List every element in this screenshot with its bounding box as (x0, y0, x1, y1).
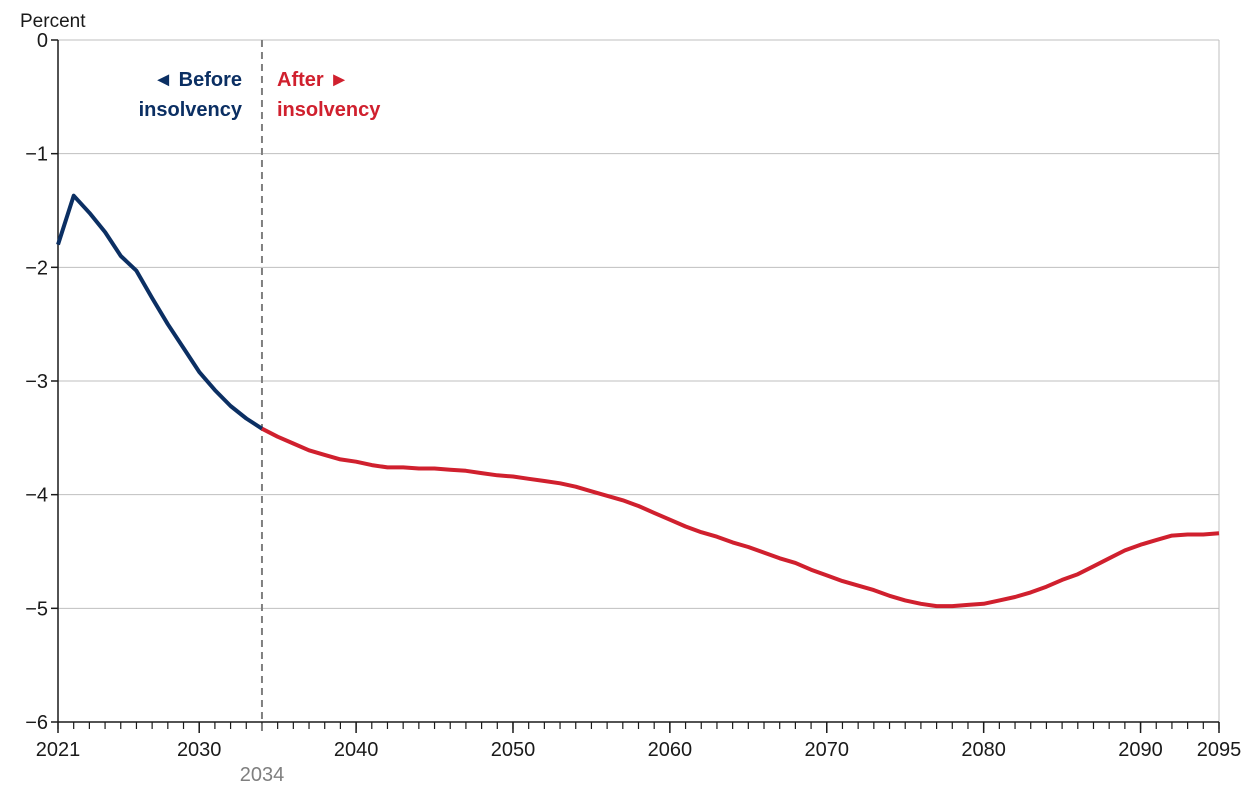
y-tick-label: −6 (25, 712, 48, 734)
x-tick-label: 2040 (334, 739, 379, 761)
series-line-before (56, 193, 264, 431)
x-tick-label: 2080 (961, 739, 1006, 761)
after-label-line1: After ► (277, 69, 349, 91)
x-tick-label: 2095 (1197, 739, 1242, 761)
x-tick-label: 2090 (1118, 739, 1163, 761)
x-tick-label: 2070 (805, 739, 850, 761)
x-tick-label: 2050 (491, 739, 536, 761)
y-tick-label: −1 (25, 144, 48, 166)
insolvency-marker-label: 2034 (240, 764, 285, 786)
y-tick-label: −3 (25, 371, 48, 393)
x-tick-label: 2030 (177, 739, 222, 761)
after-label-line2: insolvency (277, 99, 381, 121)
before-label-line1: ◄ Before (153, 69, 242, 91)
x-tick-label: 2021 (36, 739, 81, 761)
axes: 0 −1 −2 −3 −4 −5 −6 2021 2030 2040 2050 2060 2070 208… (25, 30, 1241, 761)
y-tick-label: −4 (25, 485, 48, 507)
before-label-line2: insolvency (139, 99, 243, 121)
series-line-after (261, 426, 1220, 609)
gridlines (58, 39, 1220, 722)
insolvency-marker: 2034 (240, 40, 285, 786)
x-tick-label: 2060 (648, 739, 693, 761)
y-tick-label: −2 (25, 257, 48, 279)
y-tick-label: −5 (25, 598, 48, 620)
y-axis-title: Percent (20, 11, 86, 32)
series-lines (56, 193, 1220, 609)
annotations: ◄ Before insolvency After ► insolvency (139, 69, 382, 121)
y-tick-label: 0 (37, 30, 48, 52)
